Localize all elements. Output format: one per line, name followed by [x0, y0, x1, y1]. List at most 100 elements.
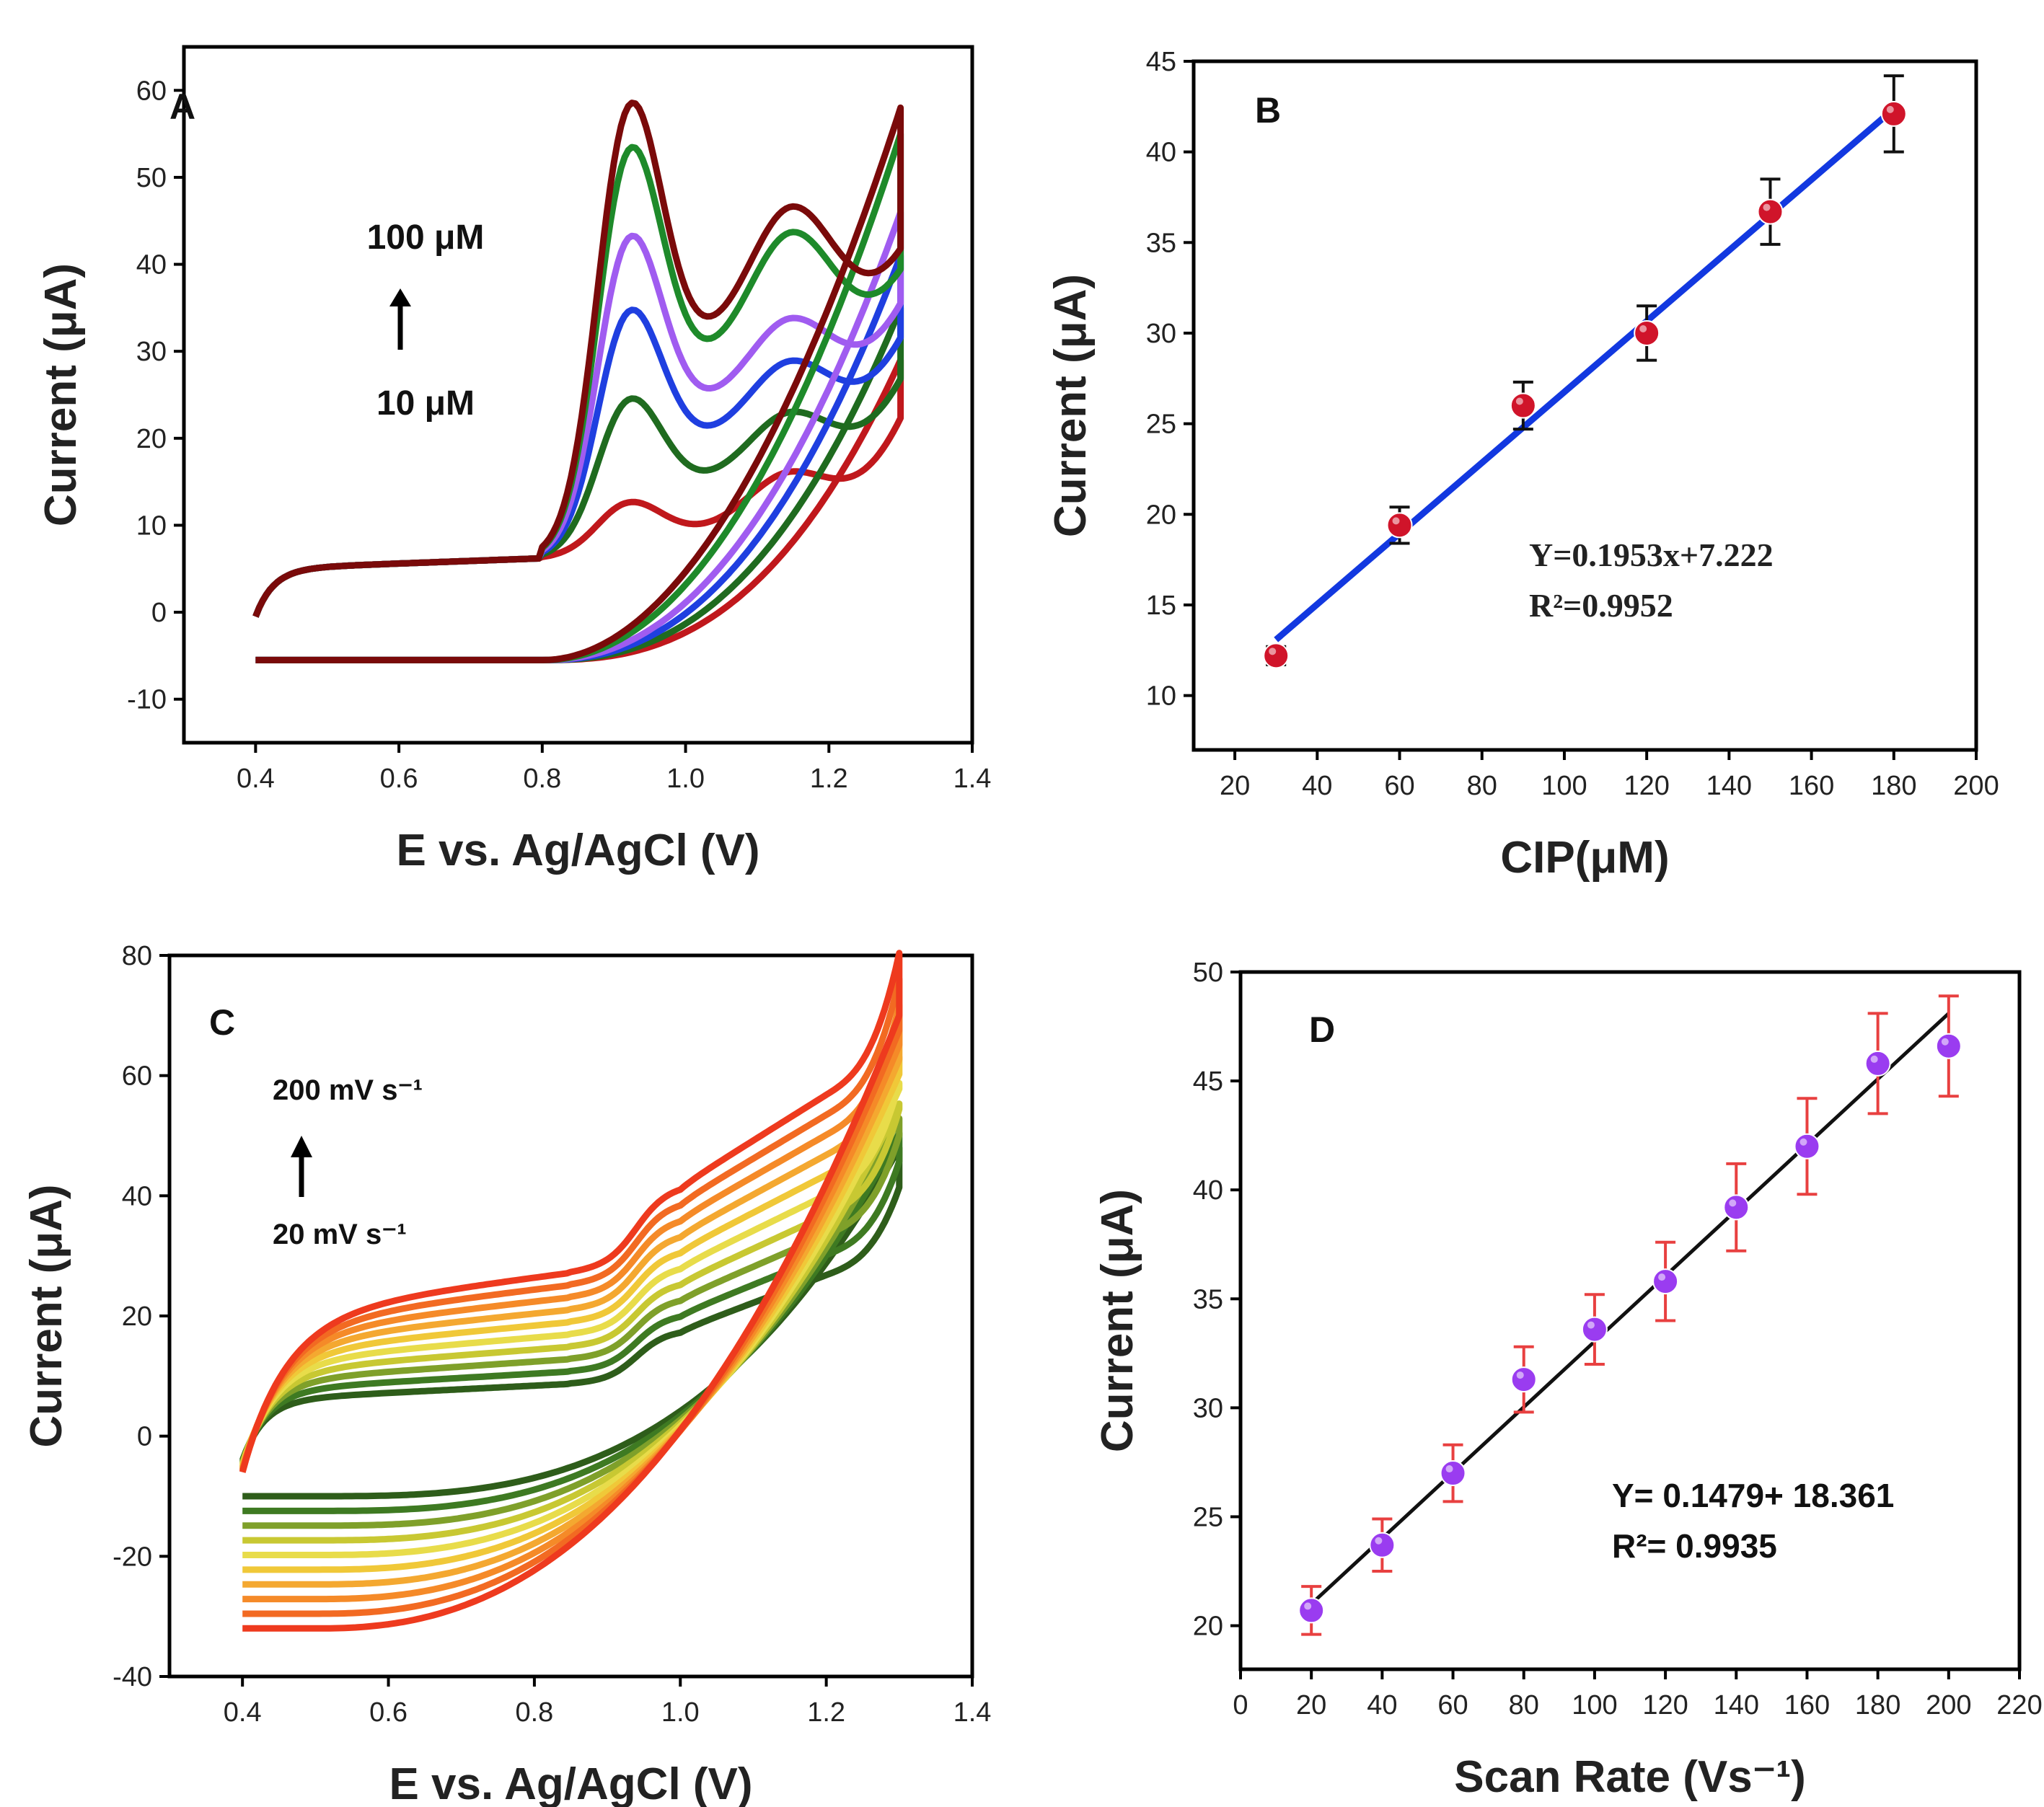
fit-equation: Y=0.1953x+7.222 [1529, 536, 1774, 573]
cv-curve-80 [239, 1100, 903, 1544]
y-axis-label: Current (μA) [1093, 1189, 1142, 1452]
panel-B: 20 40 60 80 100 120 140 160 180 200 10 15 20 25 30 35 40… [1046, 47, 1999, 883]
x-tick-label: 140 [1714, 1690, 1759, 1720]
y-axis-label: Current (μA) [1046, 274, 1096, 537]
y-tick-label: 20 [1146, 500, 1176, 530]
x-tick-label: 180 [1855, 1690, 1900, 1720]
x-tick-label: 20 [1296, 1690, 1326, 1720]
plot-frame [1191, 59, 1978, 752]
data-point [1369, 1532, 1396, 1558]
x-tick-label: 1.0 [666, 764, 705, 794]
fit-r-squared: R²=0.9952 [1529, 587, 1673, 624]
y-tick-label: 50 [1193, 958, 1223, 988]
panel-letter: D [1309, 1009, 1335, 1050]
y-tick-label: 10 [136, 511, 167, 541]
y-tick-label: 25 [1146, 410, 1176, 440]
x-tick-label: 1.2 [807, 1697, 845, 1728]
y-tick-label: 30 [136, 337, 167, 367]
y-tick-label: 40 [1193, 1175, 1223, 1206]
x-tick-label: 0 [1233, 1690, 1248, 1720]
point-highlight [1639, 324, 1647, 332]
x-axis-label: E vs. Ag/AgCl (V) [396, 826, 759, 875]
x-tick-label: 160 [1789, 771, 1834, 801]
y-tick-label: -40 [113, 1662, 152, 1692]
x-tick-label: 220 [1996, 1690, 2042, 1720]
y-tick-label: 35 [1193, 1284, 1223, 1315]
cv-curve-100 [239, 1079, 903, 1558]
fit-r-squared: R²= 0.9935 [1612, 1527, 1777, 1565]
cv-curve-200 [239, 950, 903, 1632]
point-highlight [1445, 1465, 1453, 1473]
x-tick-label: 1.4 [953, 764, 992, 794]
x-tick-label: 200 [1926, 1690, 1971, 1720]
y-tick-label: 45 [1193, 1066, 1223, 1097]
data-point [1510, 392, 1536, 419]
panel-A: 0.4 0.6 0.8 1.0 1.2 1.4 -10 0 10 20 30 40 50 60 E vs. … [36, 45, 992, 875]
point-highlight [1516, 1371, 1524, 1379]
x-tick-label: 0.4 [237, 764, 275, 794]
y-tick-label: 15 [1146, 591, 1176, 621]
x-tick-label: 40 [1367, 1690, 1397, 1720]
annotation-top: 200 mV s⁻¹ [273, 1074, 423, 1106]
x-tick-label: 0.4 [224, 1697, 262, 1728]
y-tick-label: 50 [136, 163, 167, 193]
x-tick-label: 100 [1572, 1690, 1617, 1720]
y-tick-label: 25 [1193, 1502, 1223, 1532]
annotation-bottom: 10 μM [376, 384, 475, 423]
y-tick-label: 20 [1193, 1612, 1223, 1642]
data-point [1510, 1366, 1537, 1393]
data-point [1757, 198, 1784, 225]
data-point [1864, 1050, 1891, 1077]
point-highlight [1515, 397, 1523, 405]
x-tick-label: 80 [1509, 1690, 1539, 1720]
y-tick-label: 30 [1193, 1393, 1223, 1423]
y-tick-label: 80 [122, 941, 152, 971]
arrow-head [291, 1136, 312, 1157]
plot-frame [182, 45, 974, 745]
fit-equation: Y= 0.1479+ 18.361 [1612, 1477, 1894, 1514]
x-tick-label: 0.6 [369, 1697, 408, 1728]
cv-curve-120 [239, 1053, 903, 1573]
point-highlight [1587, 1321, 1595, 1329]
y-tick-label: 20 [122, 1302, 152, 1332]
data-point [1880, 100, 1907, 127]
y-tick-label: 20 [136, 424, 167, 454]
x-tick-label: 60 [1437, 1690, 1468, 1720]
x-tick-label: 1.4 [953, 1697, 992, 1728]
data-point [1581, 1316, 1608, 1343]
annotation-bottom: 20 mV s⁻¹ [273, 1219, 407, 1250]
x-axis-label: Scan Rate (Vs⁻¹) [1454, 1752, 1806, 1802]
y-tick-label: 60 [136, 76, 167, 106]
x-tick-label: 60 [1384, 771, 1414, 801]
y-tick-label: 60 [122, 1061, 152, 1092]
data-point [1652, 1268, 1679, 1295]
x-tick-label: 80 [1467, 771, 1497, 801]
panel-C: 0.4 0.6 0.8 1.0 1.2 1.4 -40 -20 0 20 40 60 80 E vs. A… [22, 941, 991, 1807]
point-highlight [1763, 203, 1771, 211]
y-tick-label: 40 [136, 250, 167, 280]
y-axis-label: Current (μA) [22, 1184, 71, 1447]
x-tick-label: 120 [1642, 1690, 1688, 1720]
point-highlight [1658, 1273, 1666, 1281]
point-highlight [1799, 1138, 1807, 1146]
y-tick-label: 30 [1146, 319, 1176, 349]
point-highlight [1392, 517, 1400, 525]
x-tick-label: 1.0 [661, 1697, 700, 1728]
arrow-head [389, 288, 411, 306]
cv-curve-6 [252, 100, 904, 663]
y-tick-label: 0 [137, 1422, 152, 1452]
x-tick-label: 1.2 [810, 764, 848, 794]
y-tick-label: -20 [113, 1542, 152, 1572]
y-axis-label: Current (μA) [36, 263, 86, 526]
panel-letter: B [1255, 90, 1281, 131]
x-tick-label: 0.8 [515, 1697, 553, 1728]
y-tick-label: 10 [1146, 681, 1176, 712]
x-tick-label: 200 [1953, 771, 1999, 801]
point-highlight [1886, 105, 1894, 113]
x-axis-label: CIP(μM) [1500, 833, 1669, 883]
x-tick-label: 20 [1220, 771, 1250, 801]
data-point [1723, 1194, 1750, 1221]
point-highlight [1729, 1199, 1737, 1207]
y-tick-label: 40 [1146, 138, 1176, 168]
x-axis-label: E vs. Ag/AgCl (V) [389, 1759, 752, 1807]
